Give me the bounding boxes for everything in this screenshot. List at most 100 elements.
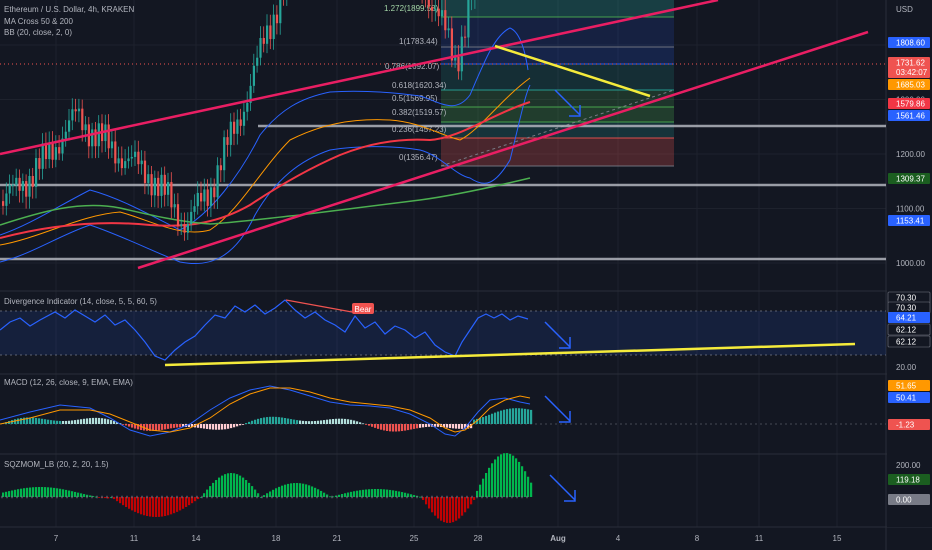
- candle-body: [203, 189, 206, 202]
- sqz-bar: [374, 489, 377, 497]
- macd-bar: [14, 419, 17, 424]
- sqz-bar: [299, 483, 302, 497]
- macd-bar: [347, 419, 350, 424]
- sqz-bar: [371, 489, 374, 497]
- price-badge-bg: [888, 79, 930, 90]
- main-price-pane[interactable]: 1.272(1899.58)1(1783.44)0.786(1692.07)0.…: [0, 0, 886, 270]
- macd-arrow[interactable]: [544, 395, 571, 423]
- rsi-trendline[interactable]: [164, 342, 856, 367]
- symbol-title[interactable]: Ethereum / U.S. Dollar, 4h, KRAKEN: [4, 5, 134, 14]
- sqz-bar: [5, 491, 8, 497]
- main-legend: Ethereum / U.S. Dollar, 4h, KRAKEN MA Cr…: [4, 5, 134, 37]
- sqz-bar: [20, 488, 23, 497]
- sqz-bar: [8, 491, 11, 497]
- macd-bar: [263, 417, 266, 424]
- macd-bar: [524, 408, 527, 424]
- macd-bar: [125, 424, 128, 426]
- macd-bar: [188, 424, 191, 427]
- sqz-bar: [191, 497, 194, 504]
- macd-bar: [233, 424, 236, 428]
- x-tick-label: 14: [192, 534, 201, 543]
- sqz-bar: [284, 484, 287, 497]
- candle-body: [127, 158, 130, 162]
- sqz-bar: [176, 497, 179, 512]
- macd-bar: [518, 408, 521, 424]
- price-badge-bg: [887, 323, 931, 336]
- macd-bar: [26, 417, 29, 424]
- macd-bar: [467, 424, 470, 429]
- price-badge-value: 51.65: [896, 382, 917, 391]
- candle-body: [246, 102, 249, 112]
- candle-body: [51, 142, 54, 160]
- candle-body: [269, 25, 272, 40]
- sqz-bar: [32, 487, 35, 497]
- squeeze-momentum-pane[interactable]: [1, 453, 576, 523]
- candle-body: [74, 109, 77, 112]
- macd-bar: [56, 420, 59, 424]
- sqz-bar: [308, 485, 311, 497]
- time-axis[interactable]: 7 11 14 18 21 25 28 Aug 4 8 11 15: [54, 534, 842, 543]
- sqz-arrow[interactable]: [549, 474, 576, 502]
- sqz-bar: [365, 489, 368, 497]
- macd-pane[interactable]: [0, 385, 886, 437]
- price-badge-value: 64.21: [896, 314, 917, 323]
- candle-body: [233, 121, 236, 134]
- sqz-bar: [470, 497, 473, 505]
- sqz-bar: [26, 487, 29, 497]
- price-badge-value: 50.41: [896, 394, 917, 403]
- ma-cross-legend[interactable]: MA Cross 50 & 200: [4, 17, 73, 26]
- macd-bar: [362, 423, 365, 425]
- yellow-trendline[interactable]: [494, 44, 651, 98]
- candle-body: [44, 143, 48, 160]
- trend-channel[interactable]: [0, 0, 869, 270]
- candle-body: [242, 111, 246, 126]
- macd-bar: [464, 424, 467, 429]
- macd-bar: [248, 421, 251, 424]
- macd-bar: [281, 417, 284, 424]
- macd-bar: [356, 421, 359, 424]
- candle-body: [54, 147, 57, 160]
- candle-body: [454, 56, 457, 61]
- price-badge-bg: [888, 494, 930, 505]
- sqz-bar: [233, 473, 236, 497]
- sqz-bar: [335, 495, 338, 497]
- price-axis[interactable]: USD 1000.001100.001200.001300.001400.001…: [887, 0, 932, 527]
- horizontal-levels[interactable]: [0, 124, 886, 261]
- candle-body: [239, 119, 242, 126]
- rsi-arrow[interactable]: [544, 321, 571, 349]
- macd-bar: [428, 424, 431, 427]
- bb-legend[interactable]: BB (20, close, 2, 0): [4, 28, 72, 37]
- sqz-legend[interactable]: SQZMOM_LB (20, 2, 20, 1.5): [4, 460, 109, 469]
- candle-body: [160, 174, 163, 196]
- macd-bar: [236, 424, 239, 427]
- sqz-bar: [494, 459, 497, 497]
- price-badge-bg: [888, 57, 930, 78]
- price-badge-value: 1561.46: [896, 112, 925, 121]
- macd-bar: [203, 424, 206, 429]
- divergence-pane[interactable]: Bear: [0, 299, 886, 367]
- divergence-legend[interactable]: Divergence Indicator (14, close, 5, 5, 6…: [4, 297, 157, 306]
- sqz-bar: [254, 489, 257, 497]
- macd-bar: [98, 417, 101, 424]
- macd-bar: [377, 424, 380, 429]
- projection-arrow[interactable]: [554, 89, 581, 117]
- candle-body: [91, 129, 94, 147]
- macd-legend[interactable]: MACD (12, 26, close, 9, EMA, EMA): [4, 378, 133, 387]
- candle-body: [84, 124, 87, 131]
- candle-body: [64, 131, 67, 139]
- sqz-bar: [305, 484, 308, 497]
- sqz-bar: [347, 492, 350, 497]
- candle-body: [124, 161, 127, 169]
- macd-bar: [53, 420, 56, 424]
- sqz-bar: [2, 492, 5, 497]
- sqz-bar: [404, 492, 407, 497]
- fib-retracement-drawing[interactable]: 1.272(1899.58)1(1783.44)0.786(1692.07)0.…: [384, 0, 675, 167]
- macd-bar: [284, 417, 287, 424]
- sqz-bar: [29, 487, 32, 497]
- macd-bar: [500, 410, 503, 424]
- ma-50-line: [0, 177, 531, 226]
- fib-level-label: 1.272(1899.58): [384, 4, 439, 13]
- candle-countdown: 03:42:07: [896, 68, 928, 77]
